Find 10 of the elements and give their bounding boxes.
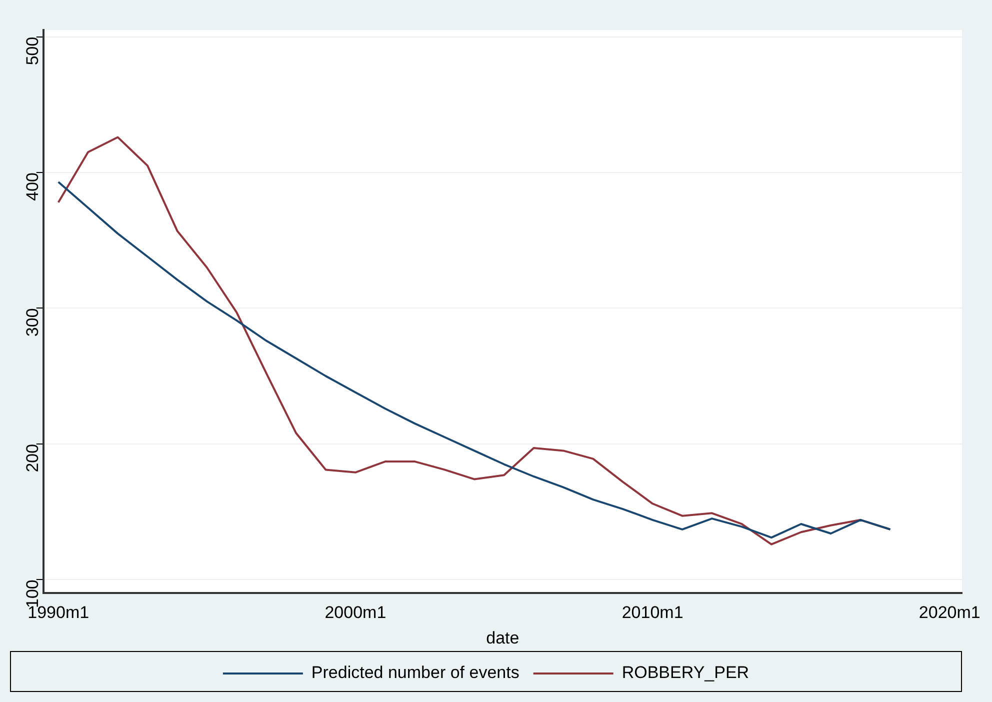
y-tick-label: 200	[23, 444, 42, 472]
x-tick-label: 2000m1	[324, 603, 386, 622]
x-axis-title: date	[486, 628, 520, 648]
legend-label: ROBBERY_PER	[622, 663, 750, 682]
legend-label: Predicted number of events	[311, 663, 520, 682]
x-tick-label: 2010m1	[622, 603, 684, 622]
y-tick-label: 500	[23, 36, 42, 66]
y-tick-label: 300	[23, 308, 42, 337]
y-tick-label: 400	[23, 172, 42, 201]
x-tick-label: 2020m1	[918, 603, 980, 622]
